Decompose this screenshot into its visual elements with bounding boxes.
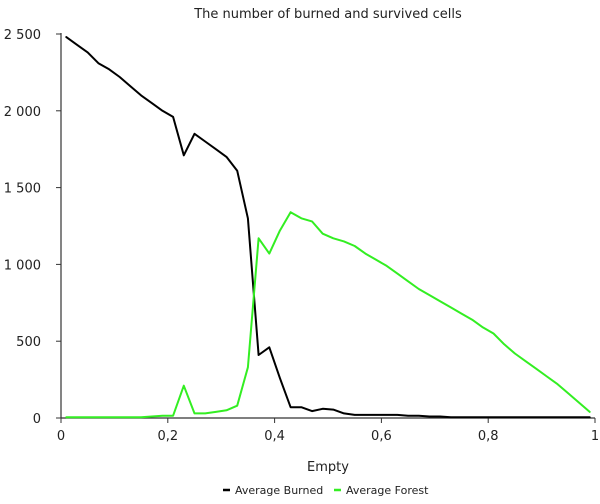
legend: Average Burned Average Forest: [223, 484, 429, 497]
series-line-average-burned: [65, 36, 591, 419]
x-tick-label: 0: [57, 429, 65, 444]
y-tick-label: 2 000: [4, 105, 41, 120]
x-tick-label: 0,4: [264, 429, 285, 444]
y-tick-label: 2 500: [4, 28, 41, 43]
x-axis-label: Empty: [307, 460, 349, 475]
legend-label-average-burned: Average Burned: [235, 484, 323, 497]
x-tick-label: 0,6: [371, 429, 392, 444]
y-tick-label: 500: [16, 335, 41, 350]
legend-label-average-forest: Average Forest: [346, 484, 429, 497]
x-tick-label: 0,8: [478, 429, 499, 444]
y-tick-label: 1 500: [4, 182, 41, 197]
x-tick-label: 0,2: [157, 429, 178, 444]
y-tick-label: 1 000: [4, 258, 41, 273]
x-tick-label: 1: [591, 429, 599, 444]
series-line-average-forest: [65, 211, 591, 419]
chart-title: The number of burned and survived cells: [193, 7, 462, 22]
y-tick-label: 0: [33, 412, 41, 427]
series-lines: [65, 36, 591, 419]
axes: 0 0,2 0,4 0,6 0,8 1 0 500 1 000 1 500 2 000 2 500: [4, 28, 599, 444]
